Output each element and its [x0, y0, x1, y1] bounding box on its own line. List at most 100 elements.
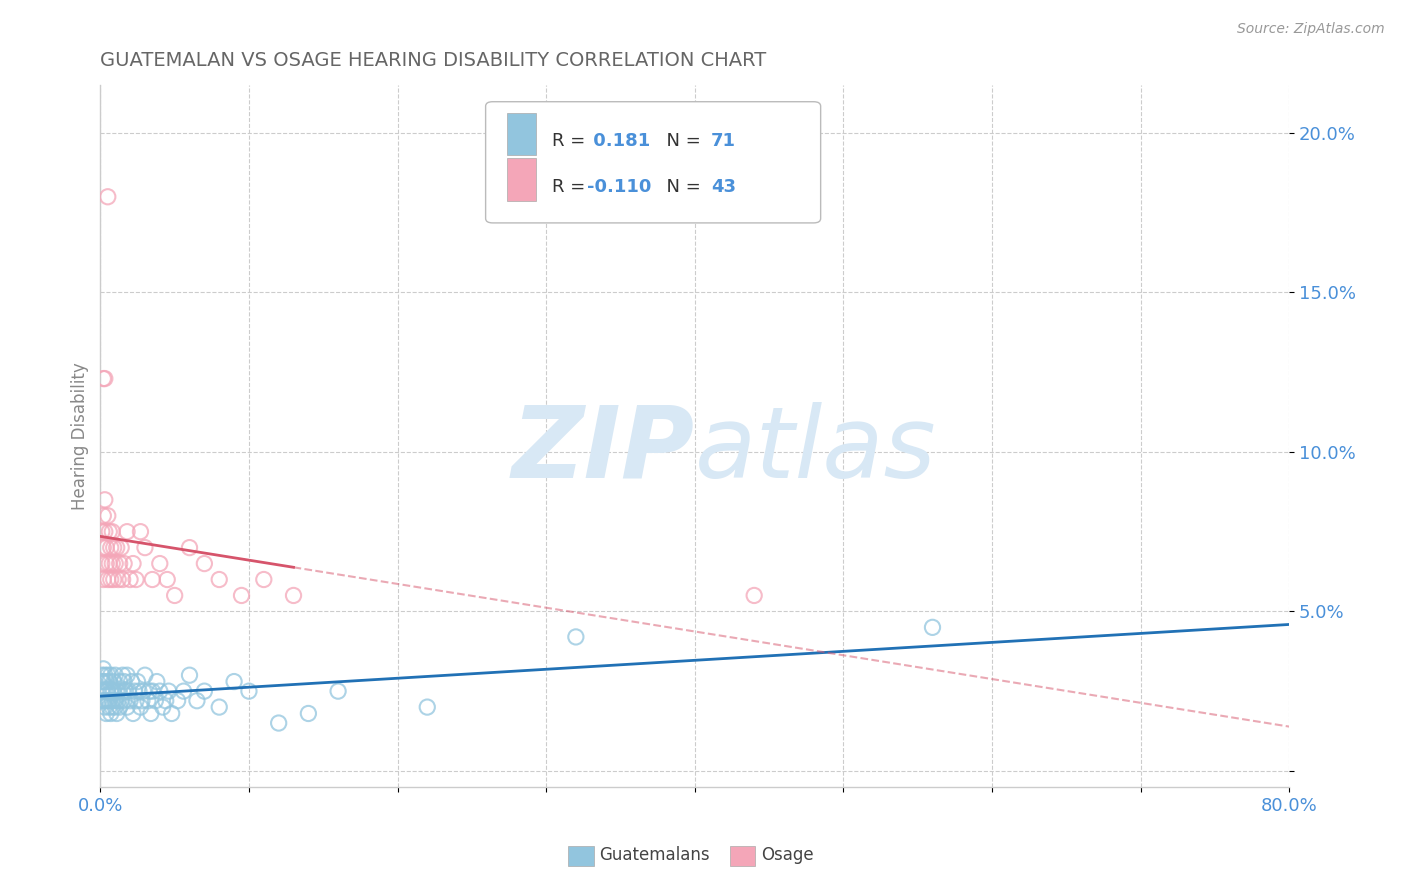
Point [120, 694, 142, 708]
Text: 71: 71 [711, 132, 735, 150]
Point [91, 674, 114, 689]
Point [101, 700, 124, 714]
Point [138, 684, 160, 698]
Point [90, 557, 112, 571]
Point [115, 700, 138, 714]
Point [127, 674, 149, 689]
Text: -0.110: -0.110 [588, 178, 651, 196]
Point [120, 573, 142, 587]
Point [112, 557, 135, 571]
Point [125, 694, 148, 708]
Point [96, 557, 118, 571]
Point [91, 508, 114, 523]
Point [100, 541, 122, 555]
Point [208, 573, 231, 587]
Point [114, 684, 136, 698]
Point [238, 684, 260, 698]
Point [104, 668, 127, 682]
Point [326, 684, 349, 698]
Point [156, 573, 179, 587]
Point [97, 668, 120, 682]
Point [110, 541, 132, 555]
Point [98, 524, 121, 539]
Point [108, 557, 131, 571]
Point [160, 706, 183, 721]
Point [96, 706, 118, 721]
Point [96, 684, 118, 698]
Point [105, 706, 128, 721]
Point [104, 700, 127, 714]
Point [97, 190, 120, 204]
Text: 43: 43 [711, 178, 735, 196]
Point [139, 706, 162, 721]
Point [125, 573, 148, 587]
Point [105, 684, 128, 698]
Point [111, 668, 134, 682]
Point [921, 620, 943, 634]
Point [132, 684, 155, 698]
Point [98, 674, 121, 689]
Y-axis label: Hearing Disability: Hearing Disability [72, 362, 89, 510]
Point [136, 694, 159, 708]
Point [112, 674, 135, 689]
Point [416, 700, 439, 714]
Text: N =: N = [655, 178, 706, 196]
Point [98, 557, 121, 571]
Point [94, 684, 117, 698]
Point [124, 684, 146, 698]
Point [100, 573, 122, 587]
Point [103, 684, 125, 698]
Point [103, 674, 125, 689]
Point [117, 684, 139, 698]
Point [149, 684, 172, 698]
Point [115, 668, 138, 682]
Text: atlas: atlas [695, 401, 936, 499]
Text: R =: R = [553, 132, 591, 150]
Point [100, 706, 122, 721]
Point [157, 684, 180, 698]
Point [134, 541, 156, 555]
Point [565, 630, 588, 644]
Point [100, 684, 122, 698]
Point [128, 684, 150, 698]
Text: GUATEMALAN VS OSAGE HEARING DISABILITY CORRELATION CHART: GUATEMALAN VS OSAGE HEARING DISABILITY C… [100, 51, 766, 70]
Point [141, 684, 163, 698]
Text: Osage: Osage [761, 847, 814, 864]
Point [97, 573, 120, 587]
Point [208, 700, 231, 714]
Point [186, 694, 208, 708]
Point [141, 573, 163, 587]
Point [98, 694, 121, 708]
Point [283, 589, 305, 603]
Point [94, 524, 117, 539]
Point [103, 541, 125, 555]
Point [90, 684, 112, 698]
Point [115, 524, 138, 539]
Point [107, 694, 129, 708]
Point [131, 694, 153, 708]
Point [149, 557, 172, 571]
Point [91, 541, 114, 555]
Point [94, 492, 117, 507]
Point [107, 573, 129, 587]
Point [193, 684, 215, 698]
Point [122, 557, 145, 571]
Text: N =: N = [655, 132, 706, 150]
Point [253, 573, 276, 587]
Point [155, 694, 177, 708]
Point [90, 524, 112, 539]
Point [173, 684, 195, 698]
Point [91, 662, 114, 676]
Point [91, 694, 114, 708]
Point [267, 716, 290, 731]
Point [97, 508, 120, 523]
Point [122, 706, 145, 721]
Point [112, 694, 135, 708]
Point [163, 589, 186, 603]
Point [94, 694, 117, 708]
Point [193, 557, 215, 571]
Point [96, 541, 118, 555]
Point [143, 694, 166, 708]
Point [91, 371, 114, 385]
Point [100, 668, 122, 682]
